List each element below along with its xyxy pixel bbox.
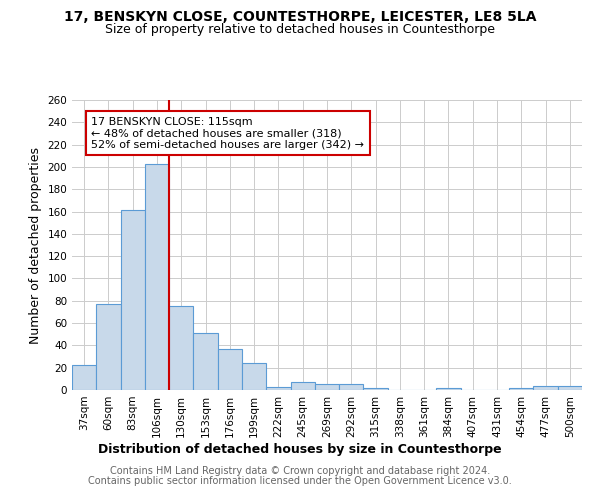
Bar [72,366,96,390]
Bar [169,306,193,390]
Bar [96,304,121,390]
Text: 17 BENSKYN CLOSE: 115sqm
← 48% of detached houses are smaller (318)
52% of semi-: 17 BENSKYN CLOSE: 115sqm ← 48% of detach… [91,116,364,150]
Bar [364,388,388,390]
Bar [315,384,339,390]
Text: 17, BENSKYN CLOSE, COUNTESTHORPE, LEICESTER, LE8 5LA: 17, BENSKYN CLOSE, COUNTESTHORPE, LEICES… [64,10,536,24]
Text: Distribution of detached houses by size in Countesthorpe: Distribution of detached houses by size … [98,442,502,456]
Bar [266,386,290,390]
Bar [218,348,242,390]
Bar [290,382,315,390]
Bar [436,388,461,390]
Bar [533,386,558,390]
Bar [121,210,145,390]
Bar [242,363,266,390]
Bar [145,164,169,390]
Text: Contains public sector information licensed under the Open Government Licence v3: Contains public sector information licen… [88,476,512,486]
Bar [509,388,533,390]
Text: Size of property relative to detached houses in Countesthorpe: Size of property relative to detached ho… [105,22,495,36]
Bar [339,384,364,390]
Bar [193,333,218,390]
Y-axis label: Number of detached properties: Number of detached properties [29,146,42,344]
Text: Contains HM Land Registry data © Crown copyright and database right 2024.: Contains HM Land Registry data © Crown c… [110,466,490,476]
Bar [558,386,582,390]
